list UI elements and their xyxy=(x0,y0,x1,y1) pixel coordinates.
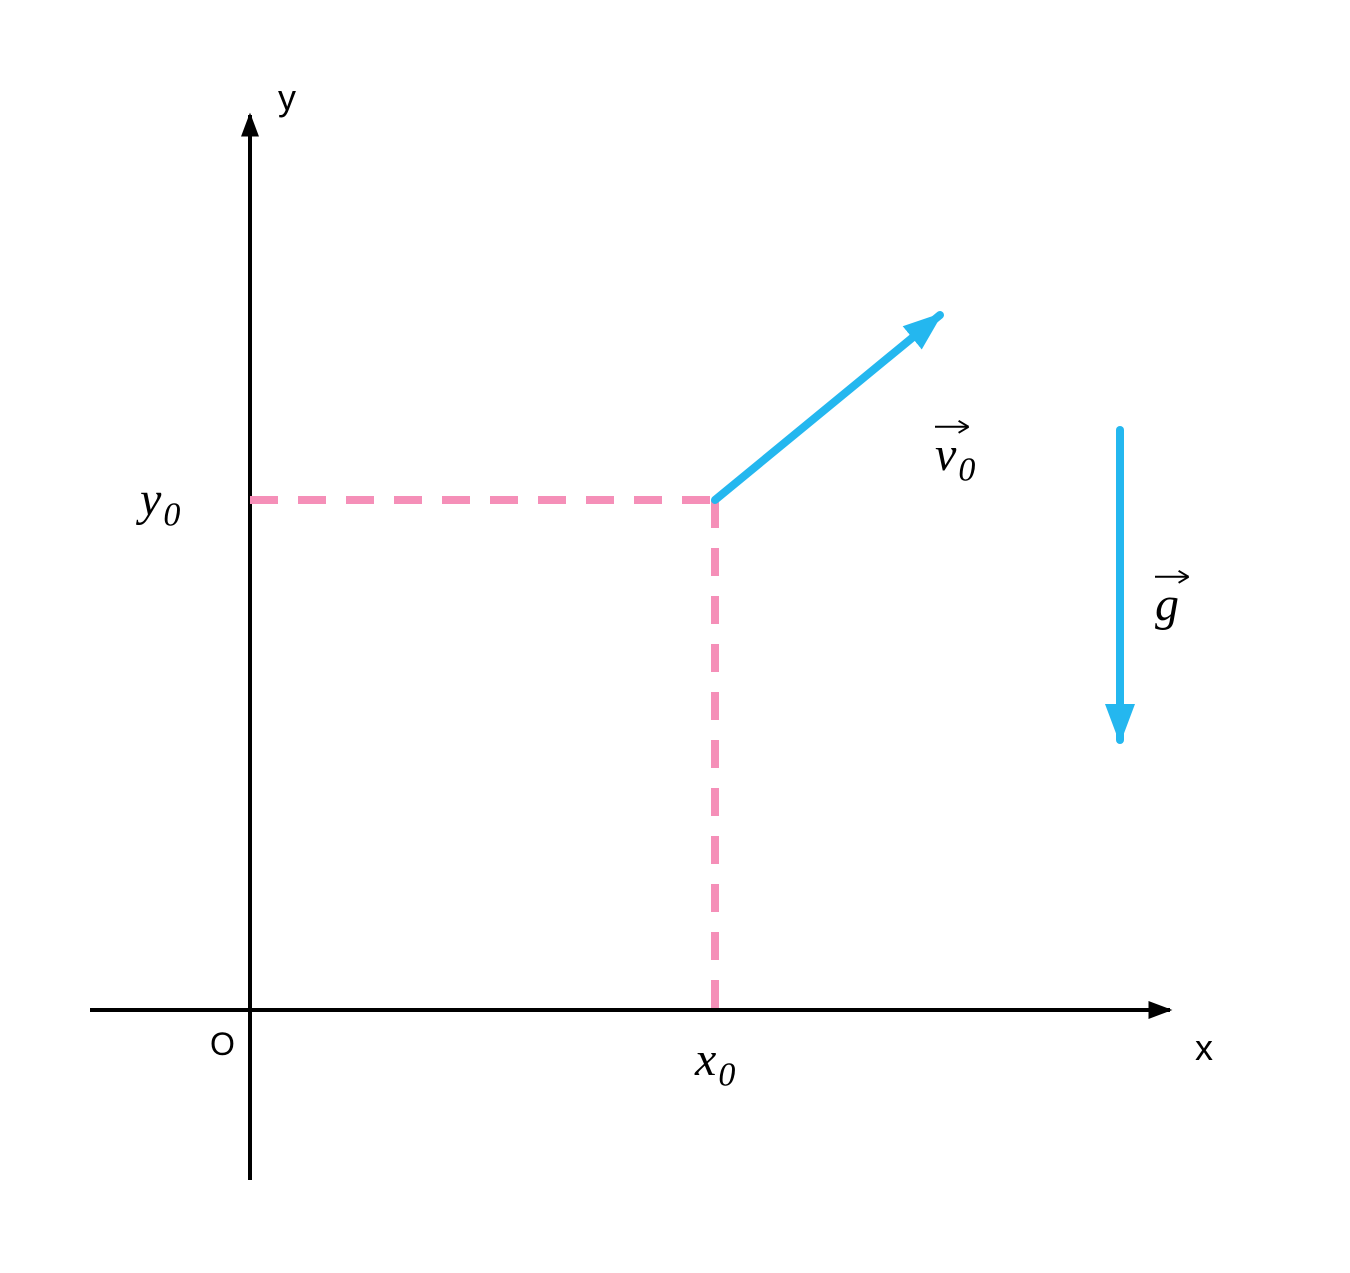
y-axis-label: y xyxy=(278,77,296,118)
svg-text:g: g xyxy=(1155,578,1179,631)
x-axis-label: x xyxy=(1195,1027,1213,1068)
canvas-bg xyxy=(0,0,1350,1273)
origin-label: O xyxy=(210,1026,235,1062)
